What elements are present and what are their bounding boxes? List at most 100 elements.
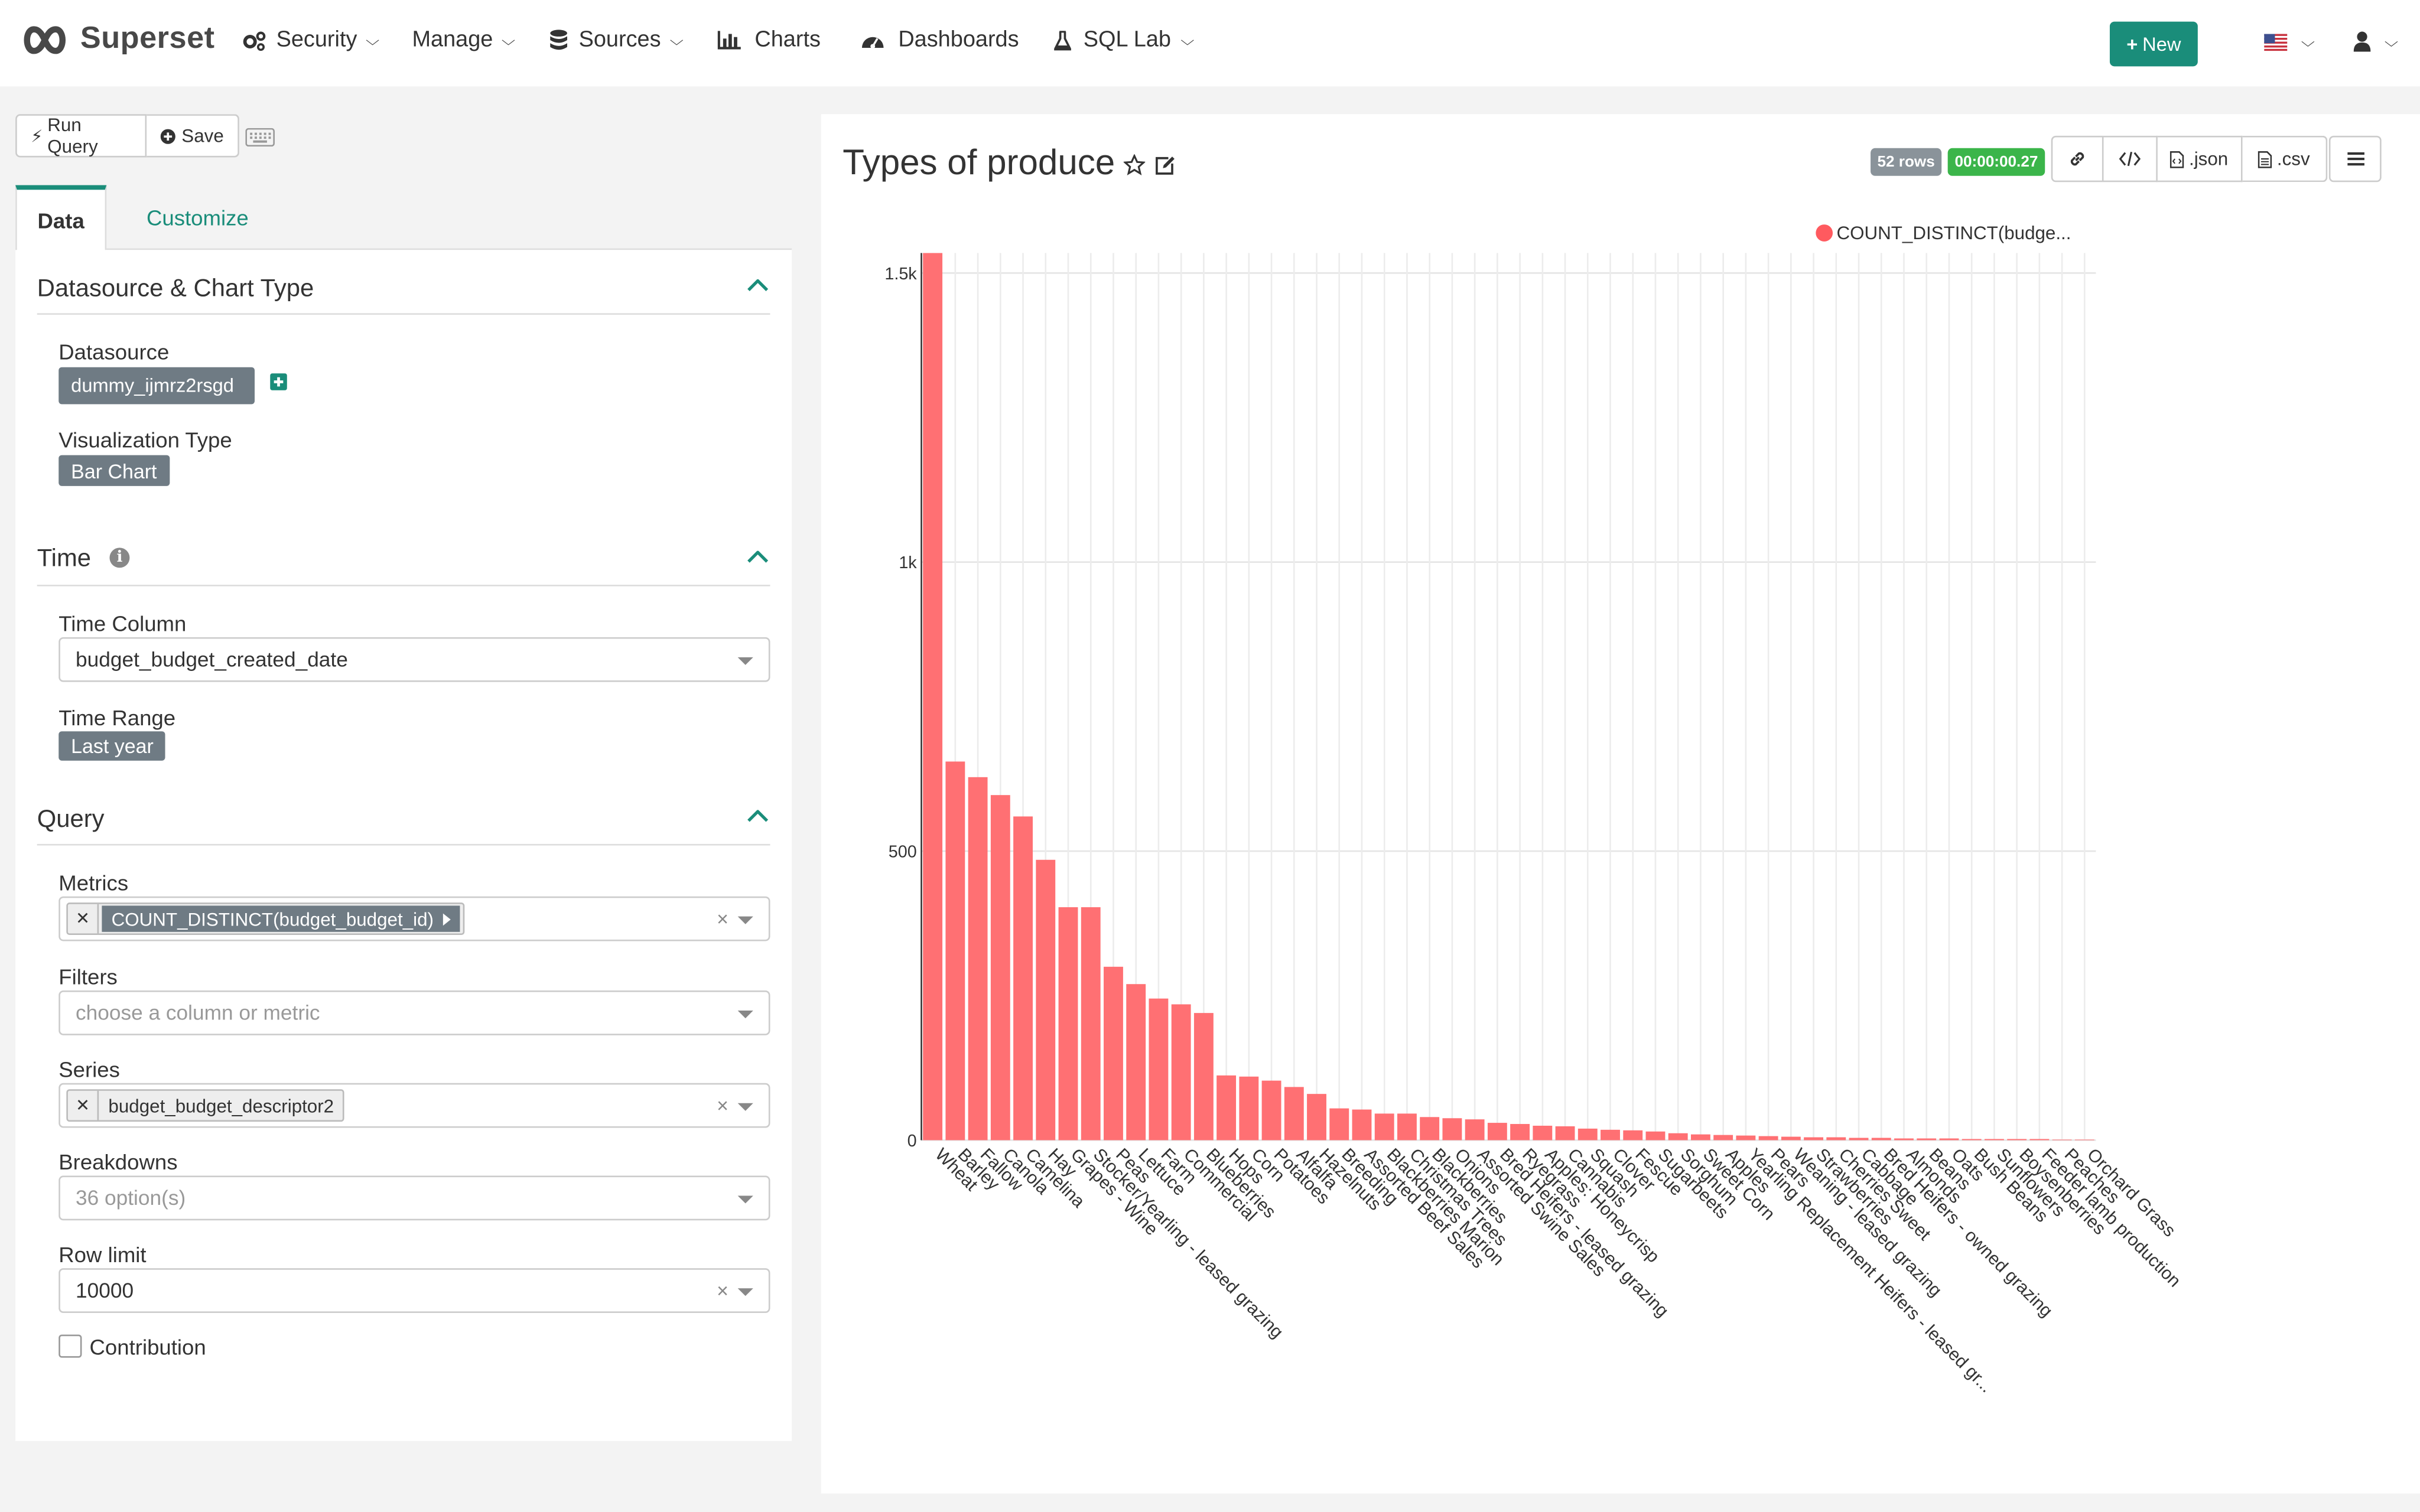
bar[interactable] (1510, 1124, 1530, 1140)
time-column-select[interactable]: budget_budget_created_date (58, 637, 770, 682)
bar[interactable] (1849, 1138, 1869, 1140)
time-range-value[interactable]: Last year (58, 731, 166, 761)
save-button[interactable]: Save (147, 114, 239, 158)
bar[interactable] (2007, 1139, 2027, 1140)
bar[interactable] (1149, 998, 1169, 1140)
bar[interactable] (1690, 1134, 1710, 1140)
bar[interactable] (945, 761, 965, 1140)
metrics-select[interactable]: ✕ COUNT_DISTINCT(budget_budget_id) × (58, 896, 770, 941)
bar[interactable] (1465, 1119, 1485, 1140)
bar[interactable] (1555, 1126, 1575, 1140)
bar[interactable] (1645, 1131, 1666, 1140)
row-limit-select[interactable]: 10000 × (58, 1268, 770, 1314)
bar[interactable] (1329, 1108, 1349, 1140)
bar[interactable] (2029, 1139, 2050, 1140)
bar[interactable] (1397, 1113, 1417, 1140)
run-query-button[interactable]: ⚡︎ Run Query (15, 114, 147, 158)
remove-metric-icon[interactable]: ✕ (68, 904, 99, 934)
bar[interactable] (1871, 1138, 1891, 1140)
bar[interactable] (1962, 1139, 1982, 1140)
chevron-up-icon[interactable] (747, 810, 769, 822)
bar[interactable] (1894, 1138, 1914, 1140)
bar[interactable] (1104, 966, 1123, 1140)
legend-label[interactable]: COUNT_DISTINCT(budge... (1837, 223, 2071, 243)
bar[interactable] (1804, 1137, 1824, 1140)
bar[interactable] (1917, 1138, 1937, 1140)
bar[interactable] (1239, 1076, 1259, 1140)
us-flag-icon[interactable] (2264, 34, 2288, 51)
bar[interactable] (1939, 1138, 1959, 1140)
chevron-up-icon[interactable] (747, 279, 769, 292)
export-json-button[interactable]: .json (2157, 135, 2243, 183)
nav-sources[interactable]: Sources ⌵ (549, 28, 684, 53)
language-chevron-down-icon[interactable]: ⌵ (2301, 34, 2315, 50)
keyboard-icon[interactable] (245, 128, 275, 147)
series-tag[interactable]: ✕ budget_budget_descriptor2 (66, 1089, 345, 1122)
bar[interactable] (2052, 1139, 2072, 1140)
add-datasource-plus-icon[interactable] (270, 373, 287, 390)
breakdowns-select[interactable]: 36 option(s) (58, 1175, 770, 1221)
bar[interactable] (923, 253, 943, 1140)
bar[interactable] (1058, 907, 1078, 1140)
bar[interactable] (1781, 1136, 1801, 1140)
bar[interactable] (1736, 1135, 1756, 1140)
nav-manage[interactable]: Manage ⌵ (412, 28, 516, 53)
series-select[interactable]: ✕ budget_budget_descriptor2 × (58, 1083, 770, 1128)
new-button[interactable]: + New (2109, 21, 2198, 67)
contribution-checkbox[interactable] (58, 1334, 82, 1358)
bar[interactable] (968, 777, 988, 1140)
bar[interactable] (1442, 1118, 1462, 1140)
section-query-title[interactable]: Query (37, 807, 105, 833)
bar[interactable] (1352, 1109, 1372, 1140)
section-datasource-title[interactable]: Datasource & Chart Type (37, 276, 314, 302)
bar[interactable] (1081, 907, 1101, 1140)
metric-tag[interactable]: ✕ COUNT_DISTINCT(budget_budget_id) (66, 902, 465, 936)
visualization-type-value[interactable]: Bar Chart (58, 455, 170, 486)
export-csv-button[interactable]: .csv (2242, 135, 2328, 183)
filters-select[interactable]: choose a column or metric (58, 990, 770, 1035)
bar[interactable] (1668, 1133, 1688, 1140)
chevron-up-icon[interactable] (747, 550, 769, 563)
clear-row-limit-icon[interactable]: × (717, 1279, 728, 1302)
remove-series-icon[interactable]: ✕ (68, 1090, 99, 1120)
bar[interactable] (1420, 1117, 1440, 1140)
chart-legend[interactable]: COUNT_DISTINCT(budge... (1816, 223, 2071, 243)
bar[interactable] (1533, 1125, 1553, 1140)
bar[interactable] (1284, 1087, 1304, 1140)
bar[interactable] (1126, 984, 1146, 1140)
embed-code-button[interactable] (2103, 135, 2158, 183)
nav-dashboards[interactable]: Dashboards (861, 28, 1019, 53)
link-button[interactable] (2051, 135, 2104, 183)
bar[interactable] (1713, 1135, 1733, 1140)
bar[interactable] (1577, 1128, 1598, 1140)
brand[interactable]: Superset (22, 22, 215, 57)
user-chevron-down-icon[interactable]: ⌵ (2384, 34, 2399, 50)
bar[interactable] (1758, 1136, 1778, 1140)
nav-security[interactable]: Security ⌵ (242, 28, 380, 53)
nav-sql-lab[interactable]: SQL Lab ⌵ (1054, 28, 1194, 53)
bar[interactable] (1487, 1123, 1507, 1140)
bar[interactable] (990, 795, 1010, 1140)
bar[interactable] (1601, 1129, 1620, 1140)
clear-metrics-icon[interactable]: × (717, 907, 728, 931)
bar[interactable] (1826, 1137, 1846, 1140)
star-icon[interactable] (1123, 154, 1146, 176)
bar[interactable] (2074, 1139, 2094, 1140)
tab-data[interactable]: Data (15, 185, 107, 252)
legend-dot-icon[interactable] (1816, 224, 1833, 242)
bar[interactable] (1623, 1130, 1643, 1140)
info-icon[interactable]: i (109, 548, 130, 568)
tab-customize[interactable]: Customize (146, 205, 249, 230)
bar[interactable] (1171, 1004, 1191, 1140)
bar[interactable] (1307, 1094, 1326, 1140)
bar[interactable] (1261, 1080, 1281, 1140)
nav-charts[interactable]: Charts (717, 28, 821, 53)
section-time-title[interactable]: Time (37, 546, 92, 573)
edit-icon[interactable] (1154, 154, 1176, 176)
bar[interactable] (1036, 859, 1056, 1140)
user-icon[interactable] (2353, 31, 2371, 53)
more-actions-button[interactable] (2328, 135, 2382, 183)
bar[interactable] (1374, 1113, 1394, 1140)
clear-series-icon[interactable]: × (717, 1094, 728, 1117)
bar[interactable] (1013, 816, 1033, 1140)
